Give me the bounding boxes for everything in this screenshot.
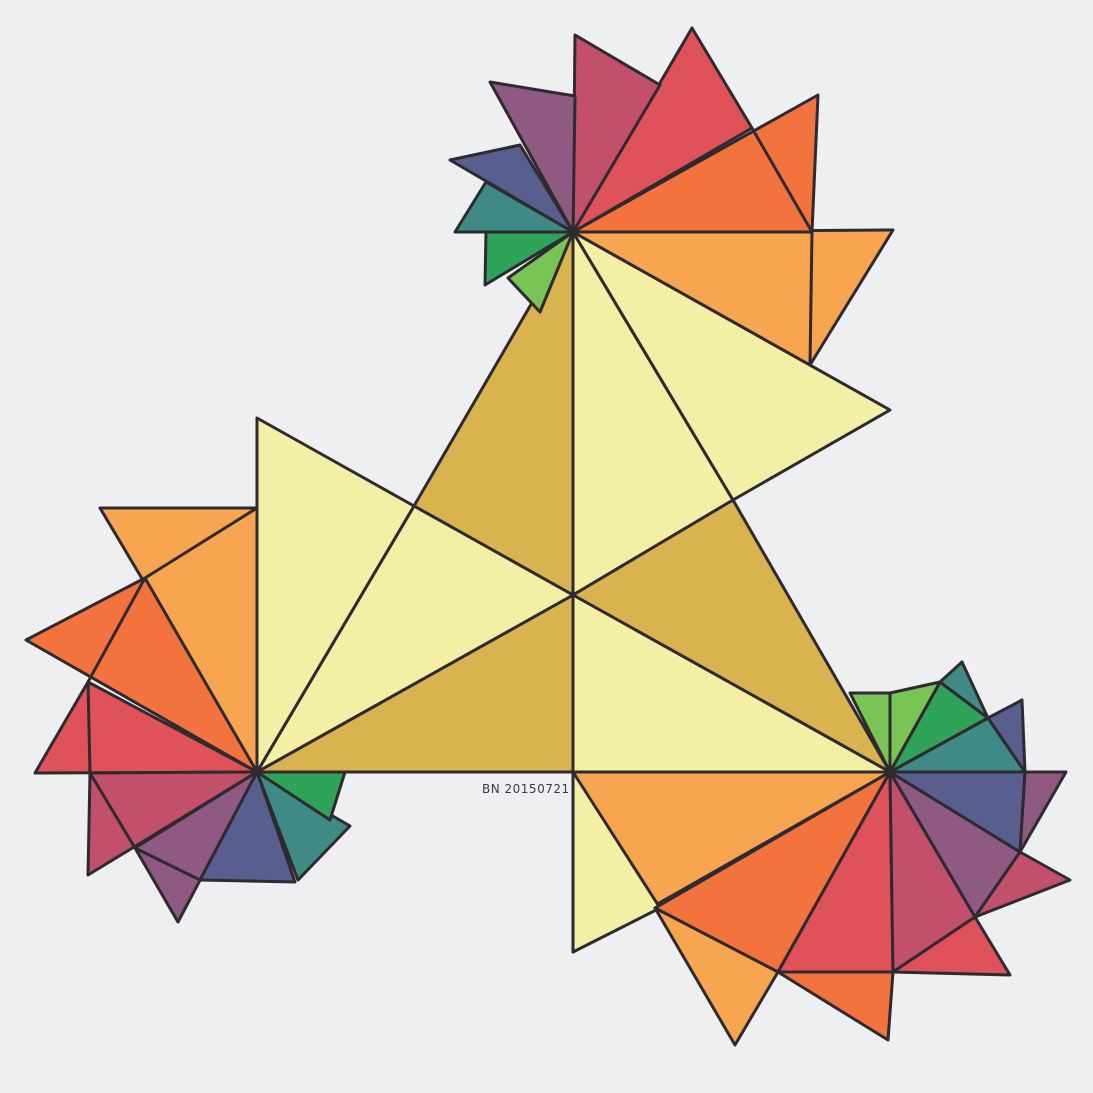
right-rosette [571, 660, 1072, 1047]
rosette-triangle [891, 915, 1012, 977]
rosette-triangle [986, 698, 1027, 774]
rosette-inner-edge [86, 506, 258, 882]
rosette-triangle [776, 970, 895, 1042]
central-triangle [255, 230, 892, 774]
rosette-inner-edge [750, 127, 814, 233]
rosette-triangle [488, 80, 577, 234]
rosette-triangle [973, 850, 1072, 919]
left-rosette [24, 416, 416, 924]
rosette-triangle [653, 906, 780, 1047]
rosette-triangle [938, 660, 990, 720]
rosette-inner-edge [808, 231, 814, 366]
rosette-triangle [848, 691, 892, 774]
artist-signature: BN 20150721 [482, 782, 570, 796]
rosette-triangle [571, 770, 662, 954]
rosette-triangle [506, 230, 575, 314]
rosette-triangle [1018, 770, 1068, 854]
rosette-triangle [483, 230, 575, 287]
rosette-triangle [198, 770, 297, 884]
rosette-triangle [255, 770, 347, 822]
top-rosette [448, 26, 895, 502]
rosette-triangle [24, 576, 259, 774]
